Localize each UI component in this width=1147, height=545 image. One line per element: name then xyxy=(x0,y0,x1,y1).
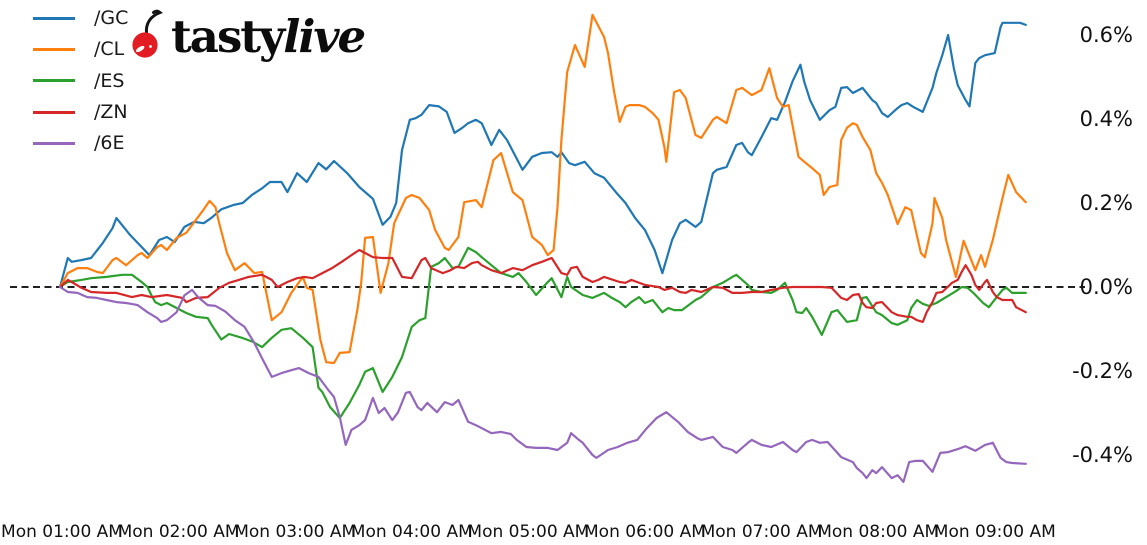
x-axis-tick-label: Mon 02:00 AM xyxy=(117,522,240,542)
legend-item-label: /GC xyxy=(94,7,129,29)
series-line-gc xyxy=(58,21,1027,289)
legend-swatch xyxy=(33,47,75,51)
cherry-fruit xyxy=(132,32,158,58)
x-axis-tick-label: Mon 01:00 AM xyxy=(1,522,123,542)
brand-text-regular: tasty xyxy=(171,10,285,63)
y-axis-tick-label: 0.6% xyxy=(1079,23,1133,47)
series-line-6e xyxy=(58,285,1027,483)
cherry-stem xyxy=(144,9,163,35)
brand-wordmark: tastylive xyxy=(171,14,366,59)
y-axis-tick-label: 0.2% xyxy=(1079,191,1133,215)
legend-swatch xyxy=(33,79,75,82)
legend-item-label: /ES xyxy=(94,69,125,92)
tastylive-logo: tastylive xyxy=(131,8,366,60)
x-axis-tick-label: Mon 06:00 AM xyxy=(584,522,706,542)
x-axis-tick-label: Mon 08:00 AM xyxy=(817,522,940,542)
cherry-icon xyxy=(132,9,163,58)
y-axis-tick-label: 0.0% xyxy=(1079,275,1133,299)
x-axis-tick-label: Mon 04:00 AM xyxy=(350,522,473,542)
y-axis-tick-label: -0.2% xyxy=(1072,359,1133,383)
legend-item-es: /ES xyxy=(33,70,124,92)
x-axis-tick-label: Mon 03:00 AM xyxy=(234,522,357,542)
legend-item-6e: /6E xyxy=(33,132,125,154)
x-axis-tick-label: Mon 05:00 AM xyxy=(467,522,590,542)
legend-swatch xyxy=(33,110,75,114)
legend-item-label: /CL xyxy=(94,38,125,60)
y-axis-tick-label: -0.4% xyxy=(1072,443,1133,467)
cherry-highlight-dot xyxy=(149,45,152,48)
legend-item-label: /6E xyxy=(94,132,125,154)
legend-item-label: /ZN xyxy=(94,101,128,123)
legend-item-cl: /CL xyxy=(33,38,124,60)
brand-text-italic: live xyxy=(283,10,366,63)
y-axis-tick-label: 0.4% xyxy=(1079,107,1133,131)
series-line-zn xyxy=(58,248,1027,323)
legend-item-gc: /GC xyxy=(33,7,128,29)
series-line-cl xyxy=(58,13,1027,365)
legend-swatch xyxy=(33,141,75,145)
legend-item-zn: /ZN xyxy=(33,101,128,123)
x-axis-tick-label: Mon 07:00 AM xyxy=(700,522,823,542)
series-line-es xyxy=(58,246,1027,420)
legend-swatch xyxy=(33,16,75,20)
x-axis-tick-label: Mon 09:00 AM xyxy=(933,522,1056,542)
cherry-highlight xyxy=(135,45,145,53)
